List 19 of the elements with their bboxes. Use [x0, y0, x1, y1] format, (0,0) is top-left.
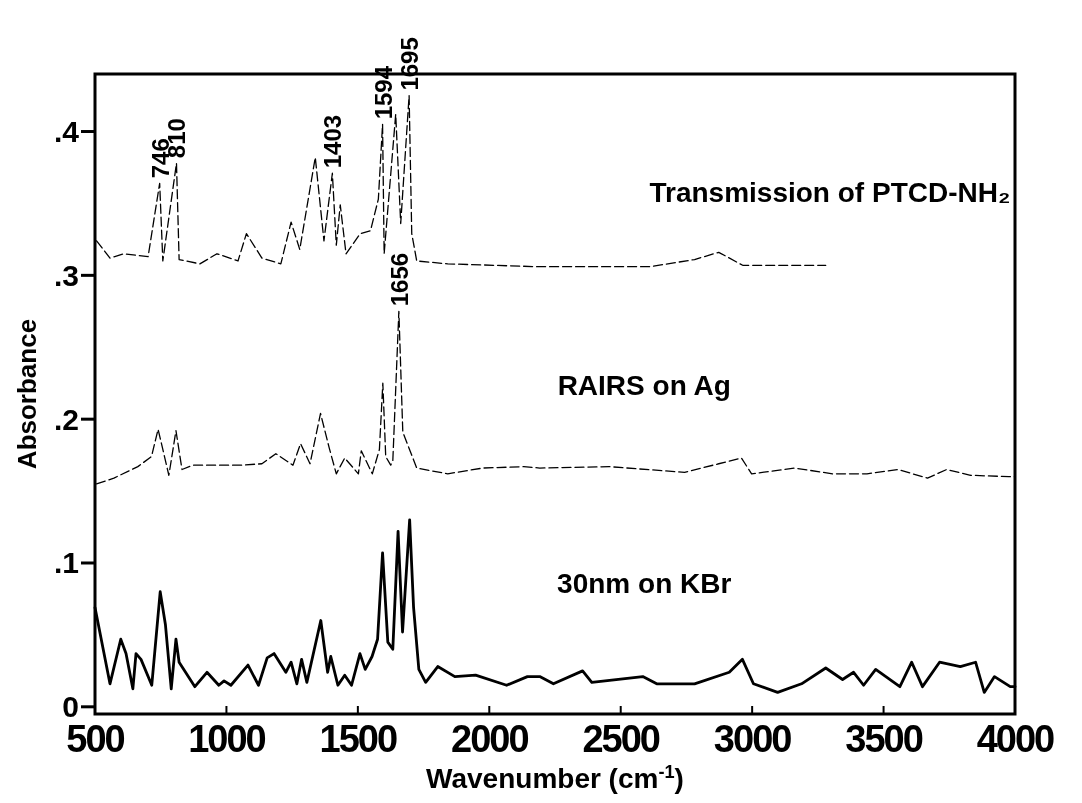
text: RAIRS on Ag: [557, 369, 731, 401]
x-tick-label: 4000: [976, 718, 1055, 760]
annotation: 1403: [319, 114, 347, 169]
annotation: 1656: [385, 252, 413, 307]
x-tick-label: 3500: [845, 718, 923, 760]
x-axis-title: Wavenumber (cm$^{-1}$): [426, 762, 684, 794]
y-tick-label: .2: [53, 402, 79, 436]
x-tick-label: 2000: [451, 718, 529, 760]
y-tick-label: .4: [53, 115, 80, 149]
y-tick-label: .3: [53, 258, 79, 292]
text: Transmission of PTCD-NH₂: [649, 177, 1011, 208]
x-tick-label: 2500: [582, 718, 660, 760]
x-tick-label: 1500: [319, 718, 397, 760]
x-tick-label: 3000: [713, 718, 792, 760]
annotation: 1594: [369, 65, 397, 120]
y-axis-title: Absorbance: [12, 318, 42, 470]
y-tick-label: .1: [53, 546, 79, 580]
x-tick-label: 1000: [188, 718, 266, 760]
text: 30nm on KBr: [557, 568, 732, 600]
